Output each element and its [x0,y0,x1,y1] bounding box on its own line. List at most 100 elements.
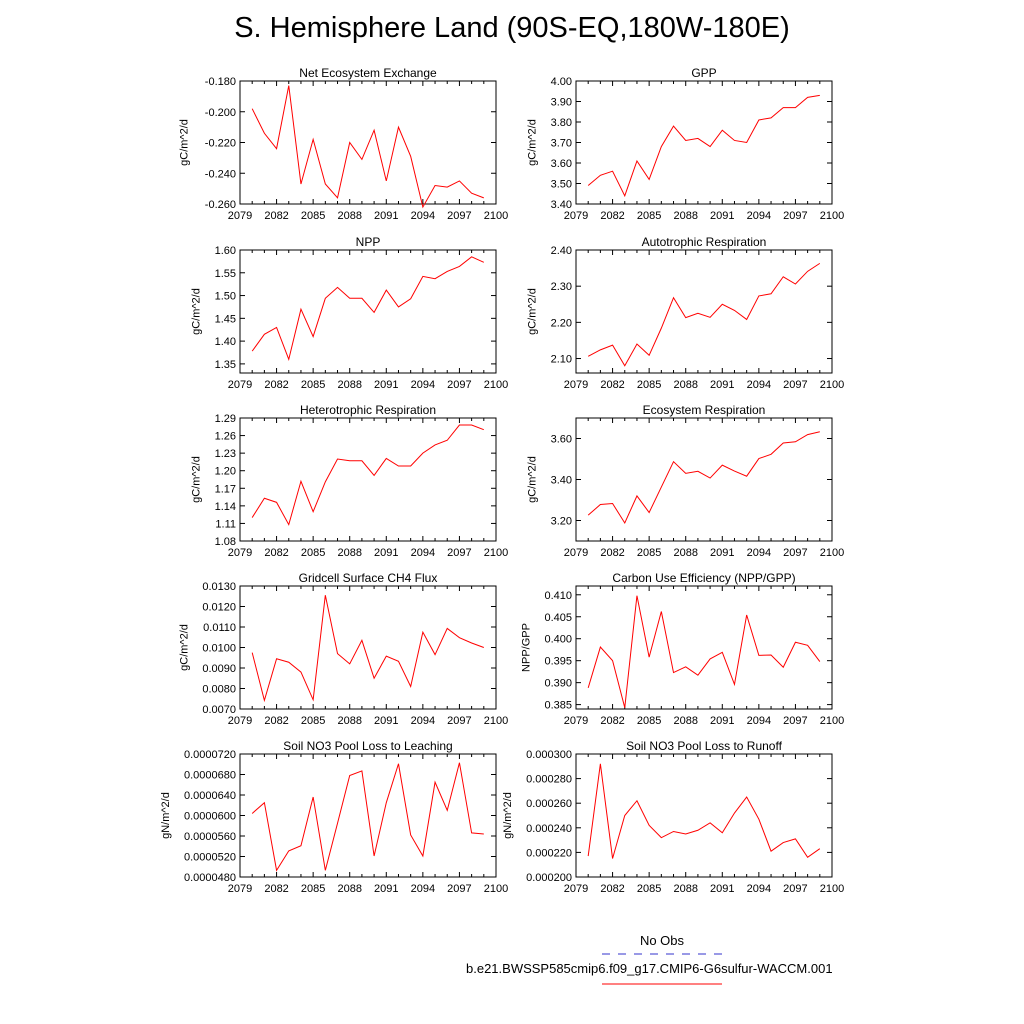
x-tick-label: 2100 [484,715,508,727]
data-point [782,275,785,278]
data-point [818,94,821,97]
data-point [611,857,614,860]
data-point [458,265,461,268]
data-point [684,665,687,668]
series-line [251,595,484,703]
data-point [275,501,278,504]
data-point [660,836,663,839]
x-tick-label: 2094 [747,715,771,727]
panel-autotrophic-respiration: Autotrophic Respiration 2079 2082 2085 2088 2… [527,235,845,391]
y-axis-label: gC/m^2/d [191,456,203,503]
x-tick-label: 2085 [301,883,325,895]
plot-frame [239,417,497,542]
y-tick-label: -0.180 [205,76,236,88]
data-point [336,196,339,199]
y-axis-label: gN/m^2/d [502,792,514,839]
panel-title: GPP [691,66,716,80]
data-point [782,442,785,445]
x-tick-label: 2097 [783,883,807,895]
x-tick-label: 2079 [228,883,252,895]
data-point [757,118,760,121]
data-point [409,685,412,688]
data-point [275,326,278,329]
panel-soil-no3-pool-loss-to-leaching: Soil NO3 Pool Loss to Leaching 2079 2082 20… [160,739,508,895]
data-point [251,516,254,519]
y-tick-label: 3.80 [551,117,572,129]
legend-case-label: b.e21.BWSSP585cmip6.f09_g17.CMIP6-G6sulf… [466,961,833,976]
y-tick-label: 0.0090 [202,663,236,675]
y-tick-label: 1.45 [215,313,236,325]
data-point [660,145,663,148]
data-point [263,801,266,804]
data-point [770,653,773,656]
data-point [287,84,290,87]
data-point [336,822,339,825]
x-tick-label: 2088 [337,715,361,727]
data-point [757,457,760,460]
data-point [446,270,449,273]
data-point [660,327,663,330]
data-point [696,470,699,473]
data-point [587,514,590,517]
data-point [648,178,651,181]
y-tick-label: -0.240 [205,168,236,180]
y-tick-label: 4.00 [551,76,572,88]
data-point [299,183,302,186]
x-tick-label: 2088 [337,883,361,895]
data-point [684,316,687,319]
data-point [446,186,449,189]
data-point [360,297,363,300]
data-point [263,132,266,135]
x-tick-label: 2085 [637,883,661,895]
panel-carbon-use-efficiency-npp-gpp: Carbon Use Efficiency (NPP/GPP) 2079 2082 2… [521,571,845,727]
data-point [599,174,602,177]
y-tick-label: -0.260 [205,199,236,211]
data-point [409,833,412,836]
data-point [434,653,437,656]
x-tick-label: 2094 [747,883,771,895]
x-tick-label: 2100 [484,379,508,391]
data-point [385,457,388,460]
data-point [251,651,254,654]
data-point [611,344,614,347]
data-point [721,464,724,467]
y-tick-label: 0.0110 [203,622,236,634]
x-tick-label: 2085 [301,715,325,727]
x-tick-label: 2085 [637,547,661,559]
data-point [360,639,363,642]
data-point [587,184,590,187]
panel-gpp: GPP 2079 2082 2085 2088 2091 2094 2097 2100 4.00 3… [527,66,845,222]
y-tick-label: -0.220 [205,138,236,150]
data-point [806,644,809,647]
panel-title: Ecosystem Respiration [643,403,766,417]
data-point [709,316,712,319]
data-point [721,651,724,654]
y-tick-label: 0.400 [544,634,572,646]
y-tick-label: 3.40 [551,475,572,487]
y-axis-label: gC/m^2/d [178,119,190,166]
data-point [648,354,651,357]
y-tick-label: 2.10 [551,354,572,366]
data-point [397,762,400,765]
data-point [470,831,473,834]
data-point [806,433,809,436]
x-tick-label: 2079 [564,883,588,895]
data-point [446,439,449,442]
panel-title: NPP [356,235,381,249]
data-point [794,837,797,840]
x-tick-label: 2091 [710,715,734,727]
x-tick-label: 2088 [673,379,697,391]
x-tick-label: 2097 [783,210,807,222]
data-point [421,206,424,209]
data-point [397,660,400,663]
x-tick-label: 2094 [411,210,435,222]
data-point [251,350,254,353]
y-tick-label: 1.08 [215,536,236,548]
panel-title: Autotrophic Respiration [642,235,767,249]
data-point [794,641,797,644]
x-tick-label: 2097 [783,547,807,559]
data-point [599,348,602,351]
x-tick-label: 2100 [820,547,844,559]
series-line [251,85,484,209]
data-point [299,671,302,674]
